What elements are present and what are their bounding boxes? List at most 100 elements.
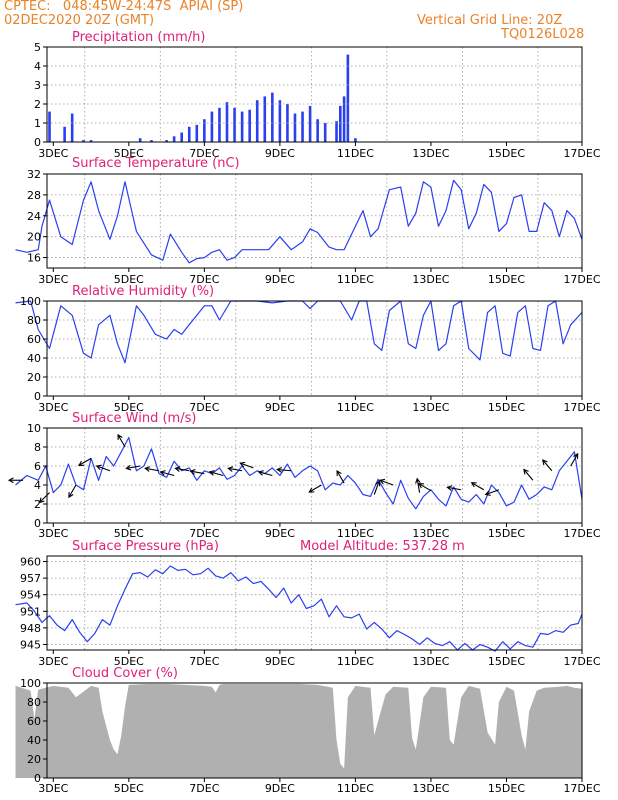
precip-bar bbox=[308, 105, 312, 142]
wind-arrow-head bbox=[208, 470, 215, 476]
rh-xtick-label: 13DEC bbox=[412, 401, 449, 414]
precip-bar bbox=[187, 126, 191, 142]
rh-title: Relative Humidity (%) bbox=[72, 284, 214, 299]
wind-arrow-head bbox=[542, 459, 548, 466]
temp-ytick-label: 32 bbox=[27, 168, 41, 181]
precip-bar bbox=[323, 123, 327, 142]
precip-bar bbox=[342, 96, 346, 142]
wind-arrow-head bbox=[470, 482, 477, 488]
precip-bar bbox=[316, 119, 319, 142]
precip-bar bbox=[138, 138, 142, 142]
wind-arrow-shaft bbox=[126, 465, 141, 469]
wind-arrow-head bbox=[484, 490, 491, 496]
temp-ytick-label: 28 bbox=[27, 189, 41, 202]
cloud-ytick-label: 100 bbox=[20, 677, 41, 690]
cloud-title: Cloud Cover (%) bbox=[72, 666, 178, 681]
precip-xtick-label: 17DEC bbox=[563, 147, 600, 160]
precip-bar bbox=[70, 113, 74, 142]
wind-arrow-head bbox=[174, 466, 181, 472]
precip-bar bbox=[63, 126, 66, 142]
rh-frame bbox=[46, 300, 583, 397]
cloud-xtick-label: 17DEC bbox=[563, 782, 600, 795]
cloud-xtick-label: 7DEC bbox=[189, 782, 219, 795]
temp-title: Surface Temperature (nC) bbox=[72, 156, 240, 171]
precip-xtick-label: 13DEC bbox=[412, 147, 449, 160]
temp-xtick-label: 11DEC bbox=[337, 273, 374, 286]
precip-bar bbox=[195, 124, 199, 142]
wind-arrow-shaft bbox=[485, 489, 500, 496]
wind-arrow-shaft bbox=[228, 467, 243, 472]
wind-arrow-shaft bbox=[471, 482, 485, 491]
pressure-ytick-label: 948 bbox=[20, 622, 41, 635]
temp-frame bbox=[46, 173, 583, 269]
wind-arrow-shaft bbox=[175, 467, 190, 472]
cloud-area bbox=[15, 684, 582, 778]
wind-arrow-head bbox=[573, 452, 579, 459]
cloud-ytick-label: 40 bbox=[27, 734, 41, 747]
precip-bar bbox=[255, 100, 259, 142]
precip-bar bbox=[218, 107, 221, 142]
temp-xtick-label: 15DEC bbox=[488, 273, 525, 286]
precip-bar bbox=[248, 109, 251, 142]
precip-xtick-label: 15DEC bbox=[488, 147, 525, 160]
wind-arrow-head bbox=[239, 461, 246, 468]
precip-ytick-label: 0 bbox=[34, 136, 41, 149]
pressure-ytick-label: 951 bbox=[20, 605, 41, 618]
precip-xtick-label: 9DEC bbox=[265, 147, 295, 160]
wind-arrow-shaft bbox=[145, 467, 160, 472]
wind-xtick-label: 5DEC bbox=[114, 527, 144, 540]
pressure-series-line bbox=[15, 565, 583, 652]
rh-ytick-label: 0 bbox=[34, 390, 41, 403]
wind-xtick-label: 9DEC bbox=[265, 527, 295, 540]
wind-arrow-shaft bbox=[160, 471, 175, 477]
wind-arrow-head bbox=[336, 469, 342, 476]
wind-arrow-head bbox=[125, 464, 132, 471]
pressure-xtick-label: 7DEC bbox=[189, 655, 219, 668]
wind-ytick-label: 10 bbox=[27, 422, 41, 435]
pressure-xtick-label: 13DEC bbox=[412, 655, 449, 668]
precip-ytick-label: 5 bbox=[34, 41, 41, 54]
precip-xtick-label: 3DEC bbox=[38, 147, 68, 160]
wind-arrow-shaft bbox=[39, 492, 50, 503]
wind-xtick-label: 17DEC bbox=[563, 527, 600, 540]
wind-ytick-label: 2 bbox=[34, 498, 41, 511]
precip-bar bbox=[346, 54, 350, 142]
precip-bar bbox=[278, 100, 282, 142]
precip-bar bbox=[240, 111, 244, 142]
wind-xtick-label: 15DEC bbox=[488, 527, 525, 540]
forecast-init-time: 02DEC2020 20Z (GMT) bbox=[4, 13, 155, 28]
rh-xtick-label: 15DEC bbox=[488, 401, 525, 414]
wind-panel: 0 2 4 6 8 10 3DEC 5DEC 7DEC 9DEC 11DEC 13DEC 15DEC 17… bbox=[7, 411, 601, 540]
model-id: TQ0126L028 bbox=[501, 27, 585, 42]
temp-series-line bbox=[15, 179, 583, 264]
pressure-xtick-label: 11DEC bbox=[337, 655, 374, 668]
pressure-xtick-label: 9DEC bbox=[265, 655, 295, 668]
precip-xtick-label: 11DEC bbox=[337, 147, 374, 160]
wind-arrow-shaft bbox=[68, 484, 77, 498]
temp-ytick-label: 20 bbox=[27, 231, 41, 244]
rh-xtick-label: 7DEC bbox=[189, 401, 219, 414]
wind-ytick-label: 6 bbox=[34, 460, 41, 473]
precip-bar bbox=[263, 96, 267, 142]
wind-arrow-head bbox=[276, 467, 283, 473]
wind-xtick-label: 7DEC bbox=[189, 527, 219, 540]
wind-arrow-shaft bbox=[336, 470, 345, 484]
pressure-ytick-label: 945 bbox=[20, 638, 41, 651]
wind-arrow-head bbox=[144, 466, 151, 472]
temp-xtick-label: 17DEC bbox=[563, 273, 600, 286]
precip-frame bbox=[46, 46, 583, 143]
wind-arrow-head bbox=[77, 460, 84, 466]
pressure-annotation: Model Altitude: 537.28 m bbox=[300, 539, 465, 554]
precip-bar bbox=[293, 113, 297, 142]
wind-arrow-head bbox=[446, 485, 453, 491]
precip-bar bbox=[225, 102, 229, 142]
rh-panel: 0 20 40 60 80 100 3DEC 5DEC 7DEC 9DEC 11DEC 13DEC 15… bbox=[15, 284, 601, 414]
rh-xtick-label: 11DEC bbox=[337, 401, 374, 414]
wind-arrow-shaft bbox=[570, 453, 579, 467]
temp-ytick-label: 24 bbox=[27, 210, 41, 223]
rh-ytick-label: 40 bbox=[27, 352, 41, 365]
temp-ytick-label: 16 bbox=[27, 252, 41, 265]
precip-bar bbox=[48, 111, 51, 142]
wind-ytick-label: 8 bbox=[34, 441, 41, 454]
